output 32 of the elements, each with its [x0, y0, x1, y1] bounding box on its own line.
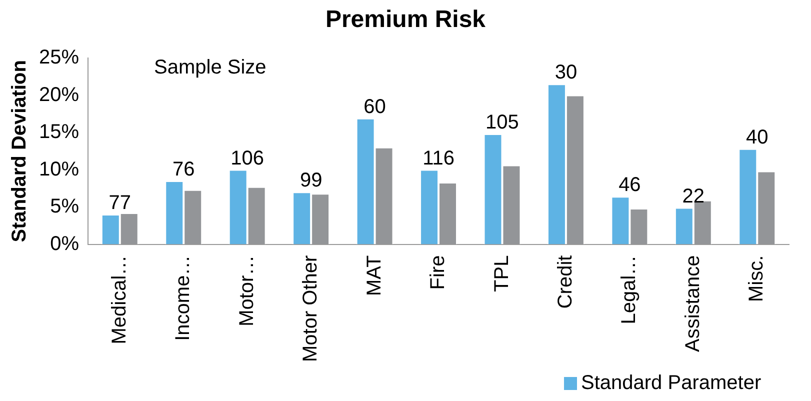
- y-tick-label: 5%: [50, 196, 80, 218]
- annotation: 22: [682, 185, 705, 208]
- annotation: 105: [486, 112, 519, 134]
- x-tick-label: MAT: [363, 255, 386, 296]
- x-tick-label: Credit: [554, 254, 576, 309]
- y-tick-label: 20%: [39, 84, 80, 106]
- annotation: 106: [230, 147, 264, 170]
- annotation: 46: [618, 174, 641, 196]
- y-tick-label: 25%: [39, 46, 80, 69]
- legend-label: Standard Parameter: [581, 372, 762, 395]
- annotation: 30: [554, 62, 578, 84]
- annotation: 77: [108, 192, 132, 214]
- x-tick-label: Motor…: [236, 255, 258, 326]
- x-tick-label: Medical…: [108, 255, 130, 344]
- annotation: 76: [172, 158, 195, 180]
- annotation: 60: [364, 96, 386, 118]
- x-tick-label: Misc.: [746, 255, 768, 302]
- annotation: 99: [300, 170, 322, 192]
- x-tick-label: TPL: [490, 255, 513, 292]
- y-axis-title: Standard Deviation: [8, 60, 31, 242]
- x-tick-label: Assistance: [682, 255, 704, 352]
- x-tick-label: Income…: [172, 255, 194, 341]
- y-tick-label: 10%: [39, 158, 80, 180]
- y-tick-label: 0%: [50, 232, 80, 255]
- x-tick-label: Motor Other: [300, 254, 322, 362]
- annotation: 116: [422, 147, 454, 170]
- annotation: Sample Size: [154, 56, 266, 79]
- y-tick-label: 15%: [39, 121, 80, 144]
- annotation: 40: [746, 126, 768, 148]
- chart-title: Premium Risk: [324, 6, 487, 34]
- x-tick-label: Fire: [427, 255, 450, 290]
- x-tick-label: Legal…: [618, 255, 640, 324]
